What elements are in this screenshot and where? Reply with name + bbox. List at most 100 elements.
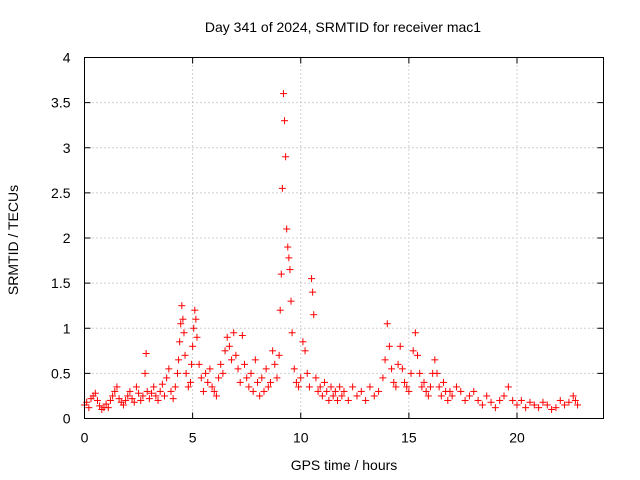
data-point [336,383,344,391]
data-point [96,402,104,410]
data-point [379,374,387,382]
data-point [405,387,413,395]
x-tick-labels: 0 5 10 15 20 [81,430,525,446]
data-point [418,383,426,391]
axis-ticks [84,57,604,419]
data-point [325,396,333,404]
data-point [403,383,411,391]
data-point [212,392,220,400]
x-axis-label: GPS time / hours [291,457,398,473]
data-point [142,350,150,358]
data-point [496,396,504,404]
data-point [420,378,428,386]
data-point [148,389,156,397]
data-point [500,392,508,400]
data-point [256,392,264,400]
data-point [143,387,151,395]
data-point [396,342,404,350]
data-point [126,387,134,395]
data-point [331,387,339,395]
data-point [478,401,486,409]
data-point [281,117,289,125]
data-point [286,266,294,274]
y-tick-label: 0.5 [51,365,71,381]
data-point [437,392,445,400]
data-point [470,387,478,395]
data-point [548,405,556,413]
data-point [241,360,249,368]
y-tick-label: 3 [63,140,71,156]
chart-title: Day 341 of 2024, SRMTID for receiver mac… [205,19,481,35]
data-point [446,387,454,395]
data-point [184,383,192,391]
data-point [491,404,499,412]
data-point [535,404,543,412]
data-point [137,396,145,404]
data-point [349,383,357,391]
data-point [230,329,238,337]
data-point [290,365,298,373]
data-point [275,351,283,359]
y-tick-label: 1.5 [51,275,71,291]
data-point [232,351,240,359]
data-point [179,315,187,323]
data-point [204,378,212,386]
data-point [193,333,201,341]
data-point [299,338,307,346]
data-point [285,254,293,262]
data-point [181,351,189,359]
y-axis-label: SRMTID / TECUs [5,185,21,295]
data-point [334,396,342,404]
data-point [276,306,284,314]
data-point [288,329,296,337]
data-point [574,401,582,409]
data-point [513,401,521,409]
data-point [236,378,244,386]
data-point [264,383,272,391]
data-point [571,396,579,404]
data-point [206,365,214,373]
y-tick-label: 0 [63,411,71,427]
data-point [113,383,121,391]
data-point [287,297,295,305]
data-point [225,342,233,350]
data-point [357,387,365,395]
data-point [366,383,374,391]
data-point [416,369,424,377]
data-point [158,380,166,388]
data-point [340,387,348,395]
data-point [312,374,320,382]
data-point [392,383,400,391]
data-point [106,396,114,404]
data-point [180,329,188,337]
data-point [273,374,281,382]
data-point [182,369,190,377]
data-point [190,324,198,332]
data-point [530,401,538,409]
data-point [195,360,203,368]
data-point [362,396,370,404]
data-point [483,392,491,400]
data-point [370,392,378,400]
data-point [269,347,277,355]
data-point [321,378,329,386]
data-point [262,365,270,373]
data-point [219,369,227,377]
data-point [295,383,303,391]
data-point [439,378,447,386]
data-point [208,383,216,391]
data-point [561,401,569,409]
data-point [381,356,389,364]
data-point [210,387,218,395]
data-point [297,374,305,382]
data-point [258,374,266,382]
data-point [309,288,317,296]
data-point [104,404,112,412]
data-point [178,302,186,310]
data-point [132,383,140,391]
data-point [383,320,391,328]
data-point [517,396,525,404]
data-point [169,395,177,403]
data-point [109,392,117,400]
